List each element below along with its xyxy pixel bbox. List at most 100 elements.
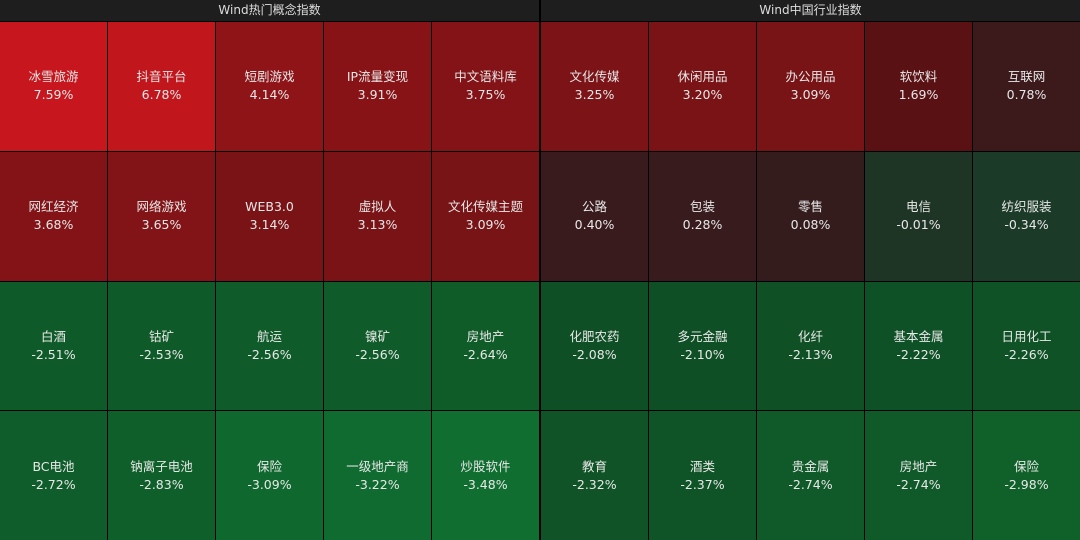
tile-change: -3.48%	[463, 476, 508, 492]
tile-change: -0.01%	[896, 217, 941, 233]
tile[interactable]: 炒股软件 -3.48%	[432, 411, 539, 540]
tile[interactable]: 钠离子电池 -2.83%	[108, 411, 215, 540]
tile[interactable]: 网络游戏 3.65%	[108, 151, 215, 281]
tile-change: -0.34%	[1004, 217, 1049, 233]
tile[interactable]: 化肥农药 -2.08%	[541, 281, 648, 411]
tile-change: 1.69%	[898, 87, 939, 103]
panel-title: Wind中国行业指数	[541, 0, 1080, 22]
tile-change: -2.26%	[1004, 346, 1049, 362]
tile-name: 纺织服装	[1001, 199, 1052, 215]
tile[interactable]: 中文语料库 3.75%	[432, 22, 539, 151]
tile-change: -2.56%	[355, 346, 400, 362]
tile-name: 酒类	[689, 458, 715, 474]
tile-name: 钠离子电池	[130, 458, 193, 474]
tile[interactable]: 房地产 -2.74%	[865, 411, 972, 540]
tile-change: -3.22%	[355, 476, 400, 492]
tile-name: 中文语料库	[454, 69, 517, 85]
tile-change: 3.25%	[574, 87, 615, 103]
tile[interactable]: WEB3.0 3.14%	[216, 151, 323, 281]
tile[interactable]: 纺织服装 -0.34%	[973, 151, 1080, 281]
tile[interactable]: 零售 0.08%	[757, 151, 864, 281]
tile-name: 虚拟人	[358, 199, 397, 215]
tile-name: 一级地产商	[346, 458, 409, 474]
tile[interactable]: IP流量变现 3.91%	[324, 22, 431, 151]
index-panel: Wind中国行业指数文化传媒 3.25% 休闲用品 3.20% 办公用品 3.09% 软饮料…	[541, 0, 1080, 540]
tile-change: -2.72%	[31, 476, 76, 492]
tile-change: -2.98%	[1004, 476, 1049, 492]
tile-grid: 文化传媒 3.25% 休闲用品 3.20% 办公用品 3.09% 软饮料 1.69% 互联网 0.…	[541, 22, 1080, 540]
tile[interactable]: 保险 -2.98%	[973, 411, 1080, 540]
tile-change: -2.37%	[680, 476, 725, 492]
tile[interactable]: 房地产 -2.64%	[432, 281, 539, 411]
tile-change: -2.74%	[788, 476, 833, 492]
tile-name: 网络游戏	[136, 199, 187, 215]
tile[interactable]: 钴矿 -2.53%	[108, 281, 215, 411]
tile[interactable]: 文化传媒 3.25%	[541, 22, 648, 151]
tile-change: -2.56%	[247, 346, 292, 362]
index-panel: Wind热门概念指数 冰雪旅游 7.59% 抖音平台 6.78% 短剧游戏 4.14% IP流…	[0, 0, 539, 540]
tile[interactable]: 化纤 -2.13%	[757, 281, 864, 411]
tile[interactable]: 办公用品 3.09%	[757, 22, 864, 151]
tile[interactable]: 航运 -2.56%	[216, 281, 323, 411]
tile-name: 房地产	[466, 328, 505, 344]
tile-change: 6.78%	[141, 87, 182, 103]
tile-name: 办公用品	[785, 69, 836, 85]
tile-change: 0.78%	[1006, 87, 1047, 103]
tile[interactable]: 网红经济 3.68%	[0, 151, 107, 281]
tile-change: 3.13%	[357, 217, 398, 233]
tile-name: 贵金属	[791, 458, 830, 474]
tile[interactable]: 一级地产商 -3.22%	[324, 411, 431, 540]
tile[interactable]: 镍矿 -2.56%	[324, 281, 431, 411]
tile[interactable]: 包装 0.28%	[649, 151, 756, 281]
tile[interactable]: 虚拟人 3.13%	[324, 151, 431, 281]
tile-change: -2.53%	[139, 346, 184, 362]
tile[interactable]: 保险 -3.09%	[216, 411, 323, 540]
tile-name: 文化传媒	[569, 69, 620, 85]
tile[interactable]: 文化传媒主题 3.09%	[432, 151, 539, 281]
tile-name: 日用化工	[1001, 328, 1052, 344]
tile-change: 3.75%	[465, 87, 506, 103]
tile-name: 文化传媒主题	[447, 199, 523, 215]
tile-change: -3.09%	[247, 476, 292, 492]
tile-change: -2.10%	[680, 346, 725, 362]
tile[interactable]: 基本金属 -2.22%	[865, 281, 972, 411]
tile-change: -2.22%	[896, 346, 941, 362]
tile-name: 休闲用品	[677, 69, 728, 85]
tile-name: 教育	[581, 458, 607, 474]
tile-name: 保险	[1013, 458, 1039, 474]
tile-name: 短剧游戏	[244, 69, 295, 85]
tile-name: BC电池	[32, 458, 75, 474]
tile-name: 网红经济	[28, 199, 79, 215]
tile-change: -2.13%	[788, 346, 833, 362]
tile-name: 化肥农药	[569, 328, 620, 344]
tile-change: -2.64%	[463, 346, 508, 362]
tile[interactable]: 短剧游戏 4.14%	[216, 22, 323, 151]
tile-name: 房地产	[899, 458, 938, 474]
tile-name: 抖音平台	[136, 69, 187, 85]
tile-change: -2.74%	[896, 476, 941, 492]
tile[interactable]: BC电池 -2.72%	[0, 411, 107, 540]
tile-change: 3.09%	[465, 217, 506, 233]
tile-change: 3.20%	[682, 87, 723, 103]
tile[interactable]: 电信 -0.01%	[865, 151, 972, 281]
tile[interactable]: 白酒 -2.51%	[0, 281, 107, 411]
tile-change: 3.09%	[790, 87, 831, 103]
tile[interactable]: 抖音平台 6.78%	[108, 22, 215, 151]
tile-name: IP流量变现	[346, 69, 409, 85]
tile[interactable]: 互联网 0.78%	[973, 22, 1080, 151]
tile[interactable]: 软饮料 1.69%	[865, 22, 972, 151]
tile-name: 镍矿	[364, 328, 390, 344]
tile[interactable]: 日用化工 -2.26%	[973, 281, 1080, 411]
panel-title: Wind热门概念指数	[0, 0, 539, 22]
tile[interactable]: 休闲用品 3.20%	[649, 22, 756, 151]
tile[interactable]: 公路 0.40%	[541, 151, 648, 281]
tile-change: 3.14%	[249, 217, 290, 233]
tile-name: 冰雪旅游	[28, 69, 79, 85]
tile-change: 0.28%	[682, 217, 723, 233]
tile[interactable]: 贵金属 -2.74%	[757, 411, 864, 540]
tile[interactable]: 多元金融 -2.10%	[649, 281, 756, 411]
tile[interactable]: 教育 -2.32%	[541, 411, 648, 540]
tile[interactable]: 酒类 -2.37%	[649, 411, 756, 540]
tile[interactable]: 冰雪旅游 7.59%	[0, 22, 107, 151]
